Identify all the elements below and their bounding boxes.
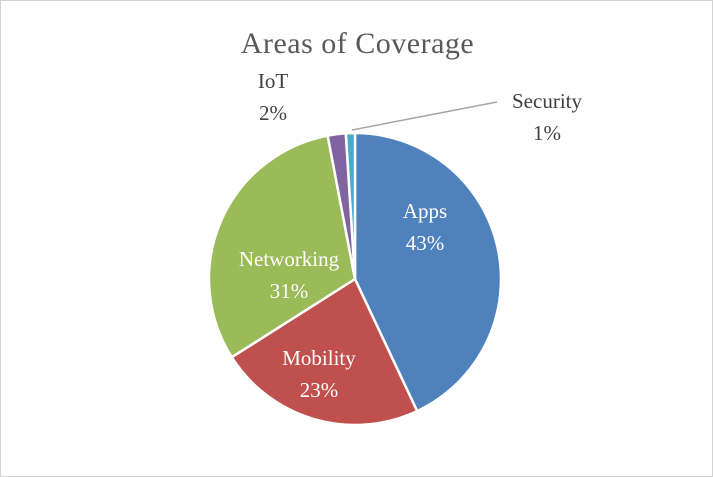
label-security-value: 1% — [533, 121, 561, 145]
label-security-name: Security — [512, 89, 582, 113]
label-networking-value: 31% — [269, 279, 309, 303]
label-networking-name: Networking — [238, 247, 340, 271]
label-apps-name: Apps — [402, 199, 448, 223]
label-apps-value: 43% — [405, 231, 445, 255]
pie-slice-security — [344, 131, 357, 281]
label-mobility-value: 23% — [299, 378, 339, 402]
label-iot: IoT 2% — [231, 65, 315, 129]
pie-slice-apps — [353, 131, 503, 413]
pie-slice-networking — [207, 134, 357, 359]
label-apps: Apps 43% — [373, 195, 477, 259]
label-mobility-name: Mobility — [282, 346, 356, 370]
label-security: Security 1% — [490, 85, 604, 149]
pie-slice-mobility — [230, 277, 419, 427]
pie-slices — [207, 131, 503, 427]
label-mobility: Mobility 23% — [257, 342, 381, 406]
label-iot-value: 2% — [259, 101, 287, 125]
label-networking: Networking 31% — [217, 243, 361, 307]
security-leader-line — [351, 101, 498, 131]
label-iot-name: IoT — [257, 69, 289, 93]
chart-title: Areas of Coverage — [240, 27, 475, 60]
